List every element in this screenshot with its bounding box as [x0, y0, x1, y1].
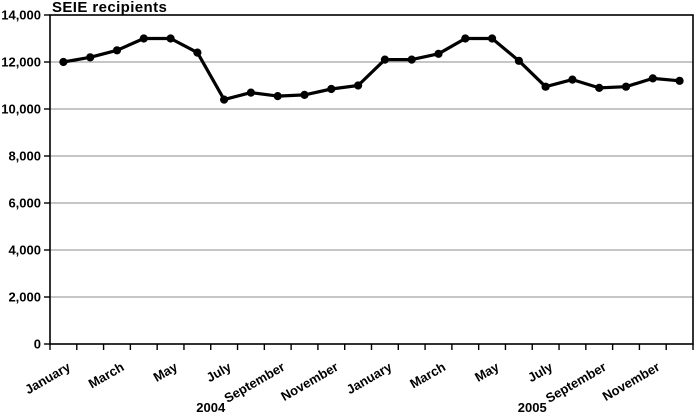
data-point: [354, 81, 363, 90]
y-tick-label: 2,000: [8, 290, 41, 305]
data-point: [139, 34, 148, 43]
year-label: 2004: [196, 400, 226, 415]
data-point: [514, 56, 524, 65]
data-point: [86, 53, 95, 62]
x-tick-label: March: [407, 359, 448, 391]
x-tick-label: July: [525, 359, 556, 385]
data-point: [648, 74, 657, 83]
y-tick-label: 8,000: [8, 149, 41, 164]
y-tick-label: 0: [34, 337, 41, 352]
data-point: [621, 82, 631, 91]
y-tick-label: 4,000: [8, 243, 41, 258]
data-point: [112, 46, 122, 55]
x-tick-label: January: [22, 359, 73, 397]
data-point: [273, 92, 282, 101]
plot-area: 0 2,000 4,000 6,000 8,000 10,000 12,000 14,000 J…: [1, 8, 694, 415]
data-point: [568, 75, 577, 84]
x-tick-label: January: [344, 359, 395, 397]
year-label: 2005: [518, 400, 547, 415]
data-point: [166, 34, 175, 43]
data-point: [488, 34, 497, 43]
y-tick-label: 10,000: [1, 102, 41, 117]
plot-frame: [49, 14, 694, 345]
data-point: [193, 48, 202, 57]
x-tick-label: May: [472, 359, 502, 385]
data-point: [220, 95, 229, 104]
data-point: [246, 88, 255, 97]
data-point: [434, 49, 443, 58]
x-tick-label: September: [222, 359, 288, 406]
x-tick-label: July: [204, 359, 235, 385]
x-tick-label: May: [151, 359, 181, 385]
data-point: [541, 82, 550, 91]
data-point: [380, 55, 389, 64]
y-tick-label: 12,000: [1, 55, 41, 70]
x-tick-label: November: [600, 359, 663, 404]
y-tick-label: 14,000: [1, 8, 41, 23]
series-line: [61, 36, 682, 102]
x-tick-label: September: [543, 359, 609, 406]
data-point: [327, 84, 336, 94]
data-point: [59, 57, 68, 67]
x-tick-label: March: [86, 359, 127, 391]
data-point: [461, 34, 470, 43]
data-point: [300, 90, 309, 99]
data-point: [675, 76, 684, 85]
chart-title: SEIE recipients: [52, 0, 167, 16]
x-tick-label: November: [278, 359, 341, 404]
data-point: [595, 83, 604, 92]
y-tick-label: 6,000: [8, 196, 41, 211]
data-point: [407, 55, 416, 64]
